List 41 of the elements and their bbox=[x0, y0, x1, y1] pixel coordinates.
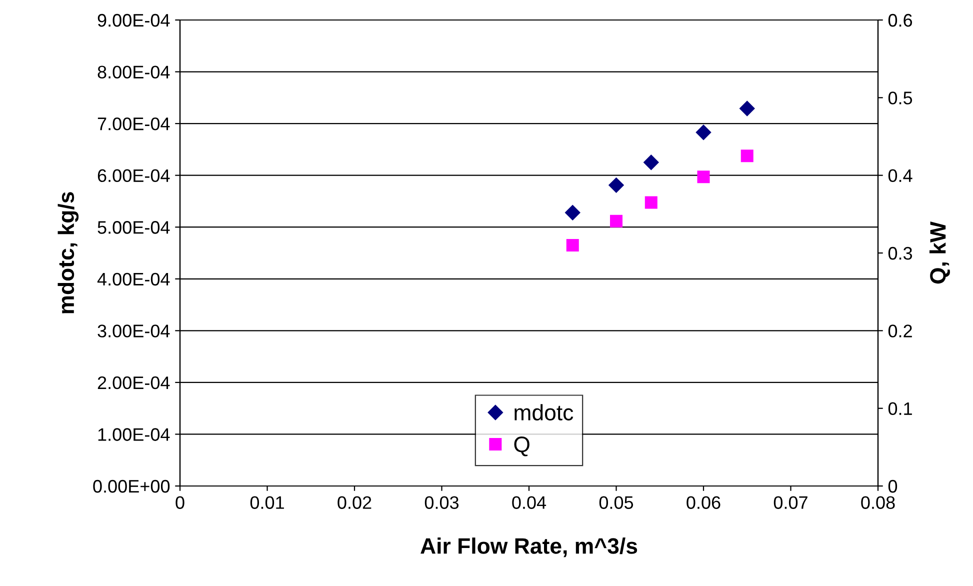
y-tick-label: 7.00E-04 bbox=[98, 117, 170, 130]
point bbox=[740, 150, 754, 162]
x-tick-label: 0.01 bbox=[250, 496, 284, 509]
y-tick-label: 3.00E-04 bbox=[98, 324, 170, 338]
y-tick-label: 5.00E-04 bbox=[98, 221, 170, 234]
point bbox=[696, 124, 712, 140]
x-tick-label: 0.08 bbox=[861, 496, 895, 509]
y-tick-label: 1.00E-04 bbox=[98, 428, 170, 441]
point bbox=[566, 238, 579, 252]
y-tick-label: 4.00E-04 bbox=[97, 272, 170, 286]
x-tick-label: 0.03 bbox=[424, 496, 459, 509]
x-axis-title: Air Flow Rate, m^3/s bbox=[420, 538, 638, 558]
y-tick-label: 8.00E-04 bbox=[98, 66, 170, 78]
y-axis-title: mdotc, kg/s bbox=[58, 192, 79, 314]
y-tick-label: 6.00E-04 bbox=[98, 169, 170, 182]
y2-tick-label: 0.5 bbox=[888, 92, 912, 104]
x-tick-label: 0.02 bbox=[338, 496, 372, 509]
y-tick-label: 9.00E-04 bbox=[98, 14, 170, 27]
y2-tick-label: 0 bbox=[888, 480, 898, 493]
x-tick-label: 0 bbox=[176, 496, 184, 509]
y-tick-label: 0.00E+00 bbox=[93, 480, 170, 493]
point bbox=[644, 154, 659, 170]
y2-tick-label: 0.1 bbox=[888, 402, 912, 416]
y2-tick-label: 0.4 bbox=[888, 169, 912, 182]
x-tick-label: 0.05 bbox=[599, 496, 634, 509]
point bbox=[610, 214, 622, 228]
point bbox=[565, 205, 580, 220]
y2-tick-label: 0.6 bbox=[888, 14, 912, 27]
legend-label: Q bbox=[514, 436, 530, 456]
point bbox=[644, 196, 658, 209]
y2-tick-label: 0.2 bbox=[888, 324, 912, 338]
point bbox=[697, 170, 710, 184]
y-tick-label: 2.00E-04 bbox=[98, 376, 170, 390]
x-tick-label: 0.04 bbox=[512, 496, 546, 509]
y2-axis-title: Q, kW bbox=[929, 222, 950, 284]
x-tick-label: 0.07 bbox=[774, 496, 808, 509]
legend-label: mdotc bbox=[514, 404, 574, 420]
point bbox=[740, 100, 755, 116]
y2-tick-label: 0.3 bbox=[888, 246, 912, 260]
x-tick-label: 0.06 bbox=[686, 496, 720, 509]
point bbox=[608, 178, 624, 193]
